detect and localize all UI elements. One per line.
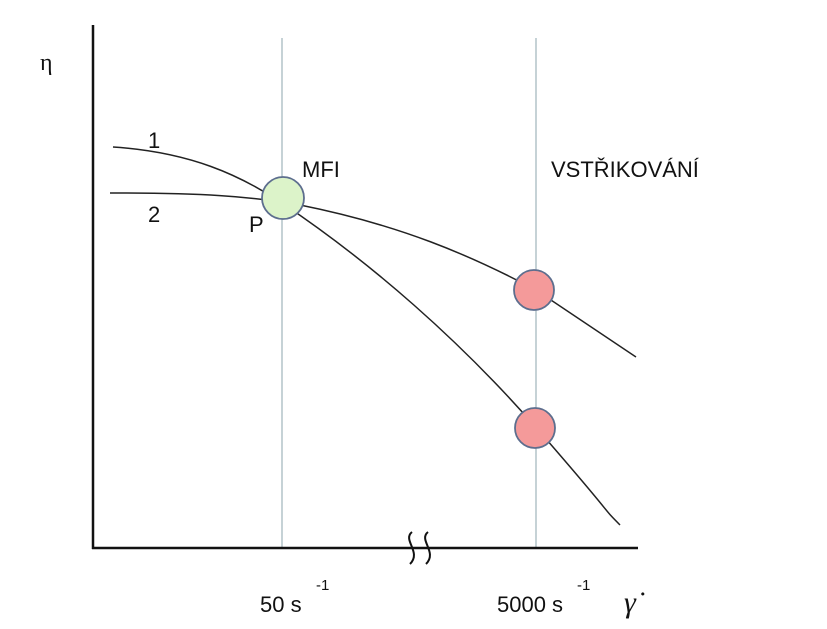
- x-axis-label: γ̇: [624, 586, 645, 619]
- mfi-point: [261, 176, 305, 220]
- point-label: P: [249, 212, 264, 237]
- curve-label: 1: [148, 128, 160, 153]
- axis-break: [408, 531, 431, 565]
- curve-1: [112, 146, 621, 526]
- y-axis-label: η: [40, 50, 53, 76]
- rate-exponent: -1: [577, 577, 590, 594]
- region-label: VSTŘIKOVÁNÍ: [551, 157, 700, 182]
- rate-label: 50 s: [260, 592, 302, 617]
- curve-label: 2: [148, 202, 160, 227]
- rate-exponent: -1: [316, 577, 329, 594]
- injection-point-1: [514, 407, 556, 449]
- rate-label: 5000 s: [497, 592, 563, 617]
- injection-point-2: [513, 269, 555, 311]
- curve-2: [109, 192, 637, 358]
- region-label: MFI: [302, 157, 340, 182]
